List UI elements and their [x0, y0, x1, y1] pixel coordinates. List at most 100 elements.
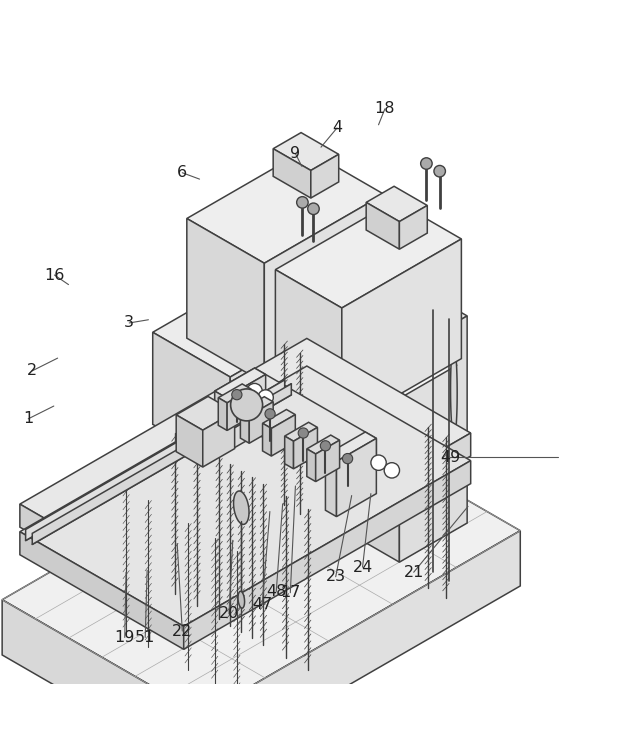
Polygon shape [184, 433, 471, 622]
Polygon shape [2, 416, 520, 715]
Circle shape [230, 389, 263, 421]
Text: 16: 16 [44, 268, 65, 283]
Text: 23: 23 [325, 569, 346, 584]
Polygon shape [250, 216, 331, 262]
Text: 22: 22 [172, 623, 193, 639]
Polygon shape [214, 391, 336, 480]
Polygon shape [249, 402, 273, 443]
Polygon shape [275, 270, 342, 428]
Text: 48: 48 [266, 584, 286, 599]
Polygon shape [325, 432, 376, 461]
Circle shape [371, 455, 386, 470]
Text: 6: 6 [177, 165, 187, 180]
Text: 19: 19 [114, 630, 135, 645]
Polygon shape [2, 600, 202, 729]
Circle shape [232, 389, 242, 399]
Polygon shape [184, 461, 471, 650]
Text: 21: 21 [404, 565, 424, 580]
Polygon shape [26, 380, 284, 541]
Polygon shape [316, 440, 340, 482]
Polygon shape [311, 155, 339, 198]
Polygon shape [298, 270, 364, 370]
Text: 24: 24 [352, 560, 372, 574]
Polygon shape [336, 438, 376, 480]
Polygon shape [361, 295, 467, 355]
Polygon shape [230, 297, 370, 469]
Polygon shape [307, 435, 340, 454]
Polygon shape [275, 200, 462, 308]
Polygon shape [218, 398, 227, 430]
Polygon shape [366, 203, 399, 249]
Polygon shape [20, 531, 184, 650]
Polygon shape [263, 410, 295, 429]
Polygon shape [32, 383, 291, 545]
Polygon shape [272, 415, 295, 456]
Text: 49: 49 [440, 450, 460, 464]
Circle shape [308, 203, 319, 214]
Polygon shape [366, 187, 428, 222]
Text: 17: 17 [280, 585, 300, 600]
Polygon shape [227, 389, 251, 430]
Polygon shape [176, 397, 234, 430]
Polygon shape [153, 332, 230, 469]
Polygon shape [336, 438, 376, 517]
Polygon shape [315, 345, 454, 518]
Polygon shape [307, 449, 316, 482]
Text: 18: 18 [375, 101, 395, 117]
Polygon shape [451, 345, 457, 437]
Polygon shape [203, 412, 234, 467]
Polygon shape [214, 368, 266, 397]
Polygon shape [241, 303, 454, 426]
Polygon shape [238, 591, 245, 608]
Polygon shape [187, 219, 265, 383]
Circle shape [421, 157, 432, 169]
Polygon shape [399, 206, 428, 249]
Polygon shape [240, 397, 273, 416]
Polygon shape [263, 424, 272, 456]
Text: 51: 51 [135, 630, 155, 645]
Polygon shape [214, 391, 226, 453]
Polygon shape [293, 427, 317, 469]
Text: 4: 4 [332, 120, 342, 136]
Circle shape [297, 197, 308, 208]
Polygon shape [241, 383, 315, 518]
Polygon shape [20, 338, 471, 599]
Circle shape [247, 383, 262, 399]
Polygon shape [20, 504, 184, 622]
Circle shape [320, 441, 331, 451]
Polygon shape [325, 455, 336, 517]
Polygon shape [240, 410, 249, 443]
Circle shape [265, 409, 275, 419]
Circle shape [434, 165, 446, 177]
Polygon shape [226, 375, 266, 453]
Polygon shape [250, 321, 331, 368]
Polygon shape [20, 366, 471, 626]
Polygon shape [342, 239, 462, 428]
Polygon shape [273, 133, 339, 171]
Polygon shape [284, 436, 293, 469]
Text: 3: 3 [125, 316, 134, 330]
Polygon shape [218, 384, 251, 403]
Polygon shape [399, 316, 467, 562]
Polygon shape [214, 368, 376, 461]
Polygon shape [202, 531, 520, 729]
Circle shape [384, 463, 399, 478]
Polygon shape [273, 229, 341, 489]
Polygon shape [273, 149, 311, 198]
Polygon shape [153, 252, 370, 377]
Polygon shape [234, 491, 249, 524]
Text: 47: 47 [252, 597, 272, 612]
Polygon shape [240, 249, 273, 489]
Polygon shape [372, 346, 457, 395]
Text: 9: 9 [290, 146, 300, 161]
Polygon shape [265, 194, 384, 383]
Polygon shape [284, 422, 317, 441]
Text: 1: 1 [23, 411, 33, 426]
Circle shape [298, 428, 308, 438]
Text: 20: 20 [219, 607, 239, 621]
Text: 2: 2 [27, 363, 37, 378]
Polygon shape [361, 333, 399, 562]
Circle shape [342, 453, 352, 464]
Polygon shape [240, 210, 341, 268]
Polygon shape [187, 149, 384, 263]
